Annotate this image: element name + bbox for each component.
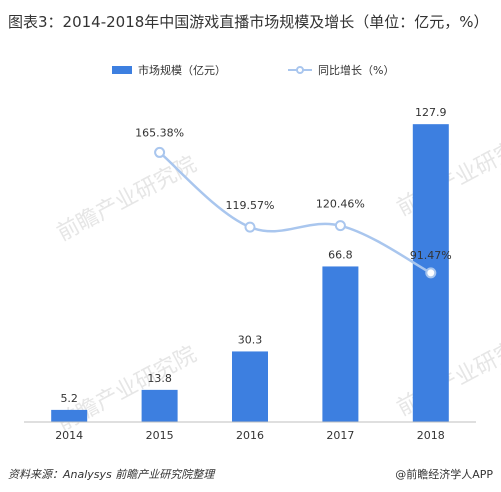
brand-credit: @前瞻经济学人APP bbox=[395, 468, 493, 481]
x-tick-label: 2017 bbox=[326, 429, 354, 442]
bar-value-label: 127.9 bbox=[415, 106, 447, 119]
growth-point-2018 bbox=[425, 267, 437, 279]
x-tick-label: 2014 bbox=[55, 429, 83, 442]
growth-point-2017 bbox=[334, 220, 346, 232]
growth-value-label: 120.46% bbox=[316, 198, 365, 211]
growth-point-2016 bbox=[244, 221, 256, 233]
growth-value-label: 119.57% bbox=[226, 199, 275, 212]
watermark-text: 前瞻产业研究院 bbox=[53, 152, 201, 246]
x-tick-label: 2015 bbox=[146, 429, 174, 442]
growth-value-label: 91.47% bbox=[410, 249, 452, 262]
bar-value-label: 30.3 bbox=[238, 333, 263, 346]
legend-item-growth: 同比增长（%） bbox=[288, 62, 394, 78]
bar-2014 bbox=[51, 409, 88, 422]
bar-value-label: 5.2 bbox=[60, 392, 78, 405]
legend-line-swatch bbox=[288, 65, 312, 75]
source-note: 资料来源：Analysys 前瞻产业研究院整理 bbox=[8, 468, 215, 481]
growth-line bbox=[158, 151, 432, 275]
growth-point-2015 bbox=[154, 146, 166, 158]
legend-bar-swatch bbox=[112, 66, 132, 74]
x-tick-label: 2018 bbox=[417, 429, 445, 442]
bar-value-label: 13.8 bbox=[147, 372, 172, 385]
chart-title: 图表3：2014-2018年中国游戏直播市场规模及增长（单位：亿元，%） bbox=[8, 13, 489, 31]
bar-2017 bbox=[322, 266, 359, 422]
x-tick-label: 2016 bbox=[236, 429, 264, 442]
bar-value-label: 66.8 bbox=[328, 248, 353, 261]
growth-value-label: 165.38% bbox=[135, 126, 184, 139]
bar-2016 bbox=[232, 351, 268, 422]
legend-label-growth: 同比增长（%） bbox=[318, 64, 395, 77]
legend-item-market-size: 市场规模（亿元） bbox=[112, 62, 226, 78]
legend-label-market-size: 市场规模（亿元） bbox=[138, 64, 226, 77]
bar-2015 bbox=[141, 389, 178, 422]
